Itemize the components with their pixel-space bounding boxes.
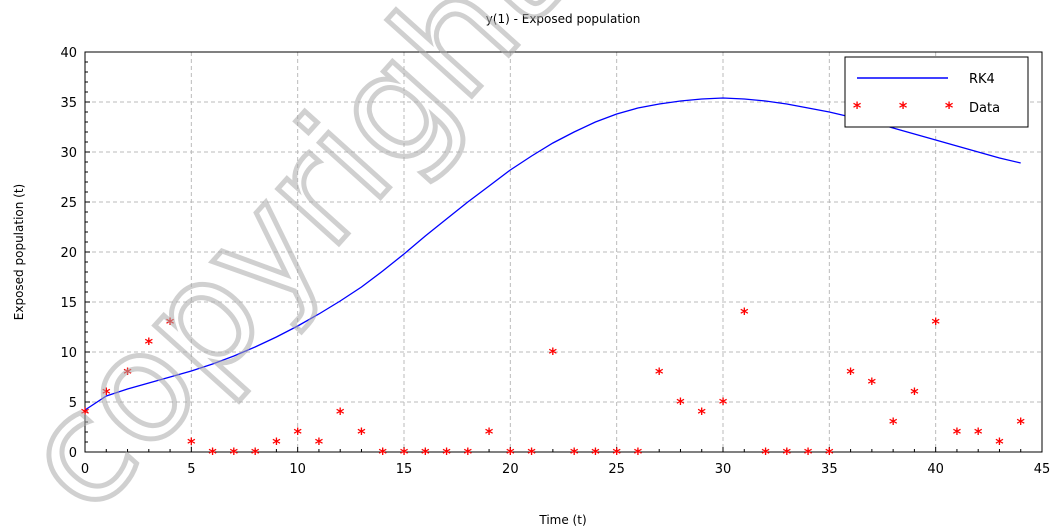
data-point: * (527, 444, 536, 463)
data-point: * (995, 434, 1004, 453)
data-point: * (357, 424, 366, 443)
data-point: * (400, 444, 409, 463)
data-point: * (293, 424, 302, 443)
data-point: * (634, 444, 643, 463)
data-point: * (804, 444, 813, 463)
data-point: * (825, 444, 834, 463)
y-tick-label: 25 (60, 196, 77, 211)
data-point: * (251, 444, 260, 463)
data-point: * (889, 414, 898, 433)
x-tick-label: 10 (289, 462, 306, 477)
data-point: * (698, 404, 707, 423)
data-point: * (953, 424, 962, 443)
data-point: * (464, 444, 473, 463)
x-axis-title: Time (t) (538, 513, 586, 527)
legend-marker-data: * (899, 98, 908, 117)
x-tick-label: 25 (608, 462, 625, 477)
data-point: * (315, 434, 324, 453)
data-point: * (549, 344, 558, 363)
y-tick-label: 40 (60, 46, 77, 61)
data-point: * (166, 314, 175, 333)
data-point: * (931, 314, 940, 333)
data-point: * (761, 444, 770, 463)
y-tick-label: 5 (69, 396, 77, 411)
x-tick-label: 35 (821, 462, 838, 477)
grid (85, 52, 1042, 452)
legend-marker-data: * (853, 98, 862, 117)
x-tick-label: 0 (81, 462, 89, 477)
data-point: * (591, 444, 600, 463)
data-point: * (719, 394, 728, 413)
data-point: * (506, 444, 515, 463)
data-point: * (102, 384, 111, 403)
data-point: * (868, 374, 877, 393)
axes (84, 51, 1043, 453)
y-tick-label: 0 (69, 446, 77, 461)
data-point: * (783, 444, 792, 463)
legend: RK4 * * * Data (844, 56, 1029, 128)
y-tick-label: 35 (60, 96, 77, 111)
data-point: * (442, 444, 451, 463)
y-tick-label: 10 (60, 346, 77, 361)
data-point: * (974, 424, 983, 443)
x-tick-label: 40 (927, 462, 944, 477)
data-point: * (272, 434, 281, 453)
data-point: * (421, 444, 430, 463)
data-point: * (187, 434, 196, 453)
data-point: * (81, 404, 90, 423)
legend-marker-data: * (945, 98, 954, 117)
series-data: * * * * * * * * * * * * * * * * * * * * * * * * * * * * * * * * * * * * * * * *… (81, 304, 1026, 463)
data-point: * (485, 424, 494, 443)
data-point: * (1017, 414, 1026, 433)
data-point: * (612, 444, 621, 463)
y-tick-label: 30 (60, 146, 77, 161)
data-point: * (740, 304, 749, 323)
x-tick-label: 20 (502, 462, 519, 477)
y-tick-label: 15 (60, 296, 77, 311)
data-point: * (230, 444, 239, 463)
x-tick-label: 5 (187, 462, 195, 477)
data-point: * (336, 404, 345, 423)
legend-label-data: Data (969, 101, 1000, 116)
data-point: * (655, 364, 664, 383)
y-axis-title: Exposed population (t) (12, 184, 26, 320)
data-point: * (208, 444, 217, 463)
data-point: * (910, 384, 919, 403)
data-point: * (846, 364, 855, 383)
data-point: * (676, 394, 685, 413)
data-point: * (123, 364, 132, 383)
tick-labels: 0 5 10 15 20 25 30 35 40 45 0 5 10 15 20 25 30 35 40 (60, 46, 1050, 477)
legend-label-rk4: RK4 (969, 72, 995, 87)
chart-title: y(1) - Exposed population (486, 12, 641, 26)
data-point: * (570, 444, 579, 463)
data-point: * (379, 444, 388, 463)
x-tick-label: 30 (715, 462, 732, 477)
plot-frame (84, 51, 1043, 453)
x-tick-label: 15 (396, 462, 413, 477)
y-tick-label: 20 (60, 246, 77, 261)
x-tick-label: 45 (1034, 462, 1051, 477)
data-point: * (145, 334, 154, 353)
legend-box (844, 56, 1029, 128)
